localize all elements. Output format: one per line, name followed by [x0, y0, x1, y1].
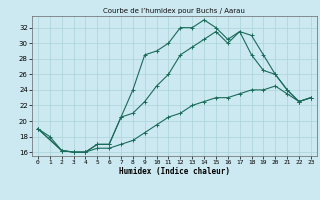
X-axis label: Humidex (Indice chaleur): Humidex (Indice chaleur) [119, 167, 230, 176]
Title: Courbe de l’humidex pour Buchs / Aarau: Courbe de l’humidex pour Buchs / Aarau [103, 8, 245, 14]
